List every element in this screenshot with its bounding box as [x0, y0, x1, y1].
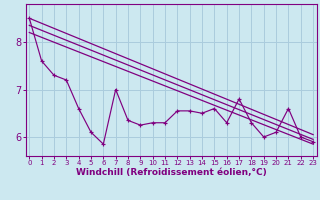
X-axis label: Windchill (Refroidissement éolien,°C): Windchill (Refroidissement éolien,°C): [76, 168, 267, 177]
